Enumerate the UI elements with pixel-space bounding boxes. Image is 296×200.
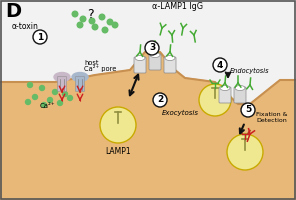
Circle shape <box>112 22 118 28</box>
Circle shape <box>62 92 67 97</box>
Circle shape <box>102 27 108 33</box>
Ellipse shape <box>54 72 70 82</box>
Circle shape <box>89 18 95 24</box>
Ellipse shape <box>135 55 145 60</box>
Text: Fixation &
Detection: Fixation & Detection <box>256 112 287 123</box>
Circle shape <box>25 99 30 104</box>
Circle shape <box>47 98 52 102</box>
Circle shape <box>227 134 263 170</box>
Polygon shape <box>0 52 296 200</box>
Circle shape <box>72 11 78 17</box>
Circle shape <box>99 14 105 20</box>
Circle shape <box>33 30 47 44</box>
Text: Ca²⁺: Ca²⁺ <box>40 103 56 109</box>
Circle shape <box>213 58 227 72</box>
Circle shape <box>80 16 86 22</box>
Ellipse shape <box>72 72 88 82</box>
Circle shape <box>33 95 38 99</box>
Text: α-LAMP1 IgG: α-LAMP1 IgG <box>152 2 204 11</box>
FancyBboxPatch shape <box>219 87 231 103</box>
Circle shape <box>67 96 73 100</box>
Text: ?: ? <box>87 8 93 21</box>
Text: 1: 1 <box>37 32 43 42</box>
Text: α-toxin: α-toxin <box>12 22 39 31</box>
Text: Endocytosis: Endocytosis <box>230 68 270 74</box>
FancyBboxPatch shape <box>234 87 246 103</box>
Circle shape <box>145 41 159 55</box>
FancyBboxPatch shape <box>134 57 146 73</box>
FancyBboxPatch shape <box>149 54 161 70</box>
FancyBboxPatch shape <box>57 76 67 92</box>
Ellipse shape <box>165 55 175 60</box>
Ellipse shape <box>220 86 230 90</box>
FancyBboxPatch shape <box>164 57 176 73</box>
Circle shape <box>39 86 44 90</box>
Ellipse shape <box>150 52 160 58</box>
Circle shape <box>52 90 57 95</box>
Text: D: D <box>5 2 21 21</box>
Circle shape <box>107 19 113 25</box>
Circle shape <box>241 103 255 117</box>
FancyBboxPatch shape <box>75 76 84 92</box>
Text: host: host <box>84 60 99 66</box>
Text: 3: 3 <box>149 44 155 52</box>
Circle shape <box>77 22 83 28</box>
Text: 4: 4 <box>217 60 223 70</box>
Ellipse shape <box>235 86 245 90</box>
Text: LAMP1: LAMP1 <box>105 147 131 156</box>
Circle shape <box>92 24 98 30</box>
Circle shape <box>199 84 231 116</box>
Text: Ca²⁺ pore: Ca²⁺ pore <box>84 65 116 72</box>
Circle shape <box>41 102 46 108</box>
Text: 2: 2 <box>157 96 163 104</box>
Circle shape <box>153 93 167 107</box>
Text: Exocytosis: Exocytosis <box>162 110 199 116</box>
Circle shape <box>28 82 33 88</box>
Circle shape <box>57 100 62 106</box>
Circle shape <box>100 107 136 143</box>
Text: 5: 5 <box>245 106 251 114</box>
